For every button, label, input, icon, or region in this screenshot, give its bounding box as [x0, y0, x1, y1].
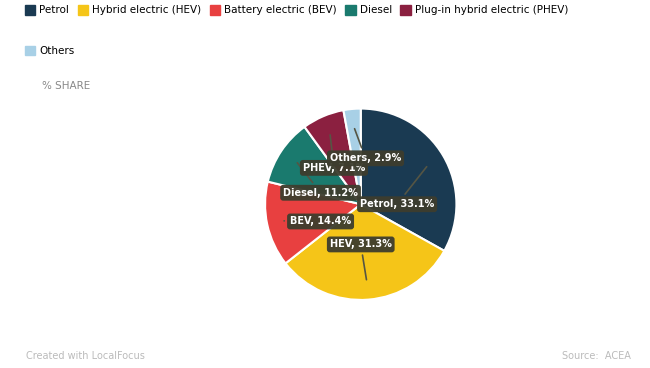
Legend: Others: Others: [25, 46, 75, 56]
Legend: Petrol, Hybrid electric (HEV), Battery electric (BEV), Diesel, Plug-in hybrid el: Petrol, Hybrid electric (HEV), Battery e…: [25, 5, 568, 15]
Text: Diesel, 11.2%: Diesel, 11.2%: [283, 163, 358, 198]
Text: Petrol, 33.1%: Petrol, 33.1%: [360, 167, 434, 209]
Wedge shape: [343, 109, 361, 204]
Text: Source:  ACEA: Source: ACEA: [562, 351, 630, 361]
Text: PHEV, 7.1%: PHEV, 7.1%: [303, 135, 365, 173]
Wedge shape: [304, 110, 361, 204]
Wedge shape: [361, 109, 456, 251]
Text: HEV, 31.3%: HEV, 31.3%: [330, 240, 392, 280]
Wedge shape: [268, 127, 361, 204]
Text: Created with LocalFocus: Created with LocalFocus: [26, 351, 145, 361]
Wedge shape: [285, 204, 445, 300]
Text: BEV, 14.4%: BEV, 14.4%: [284, 216, 351, 226]
Text: % SHARE: % SHARE: [42, 81, 90, 91]
Text: Others, 2.9%: Others, 2.9%: [330, 129, 401, 163]
Wedge shape: [265, 182, 361, 263]
